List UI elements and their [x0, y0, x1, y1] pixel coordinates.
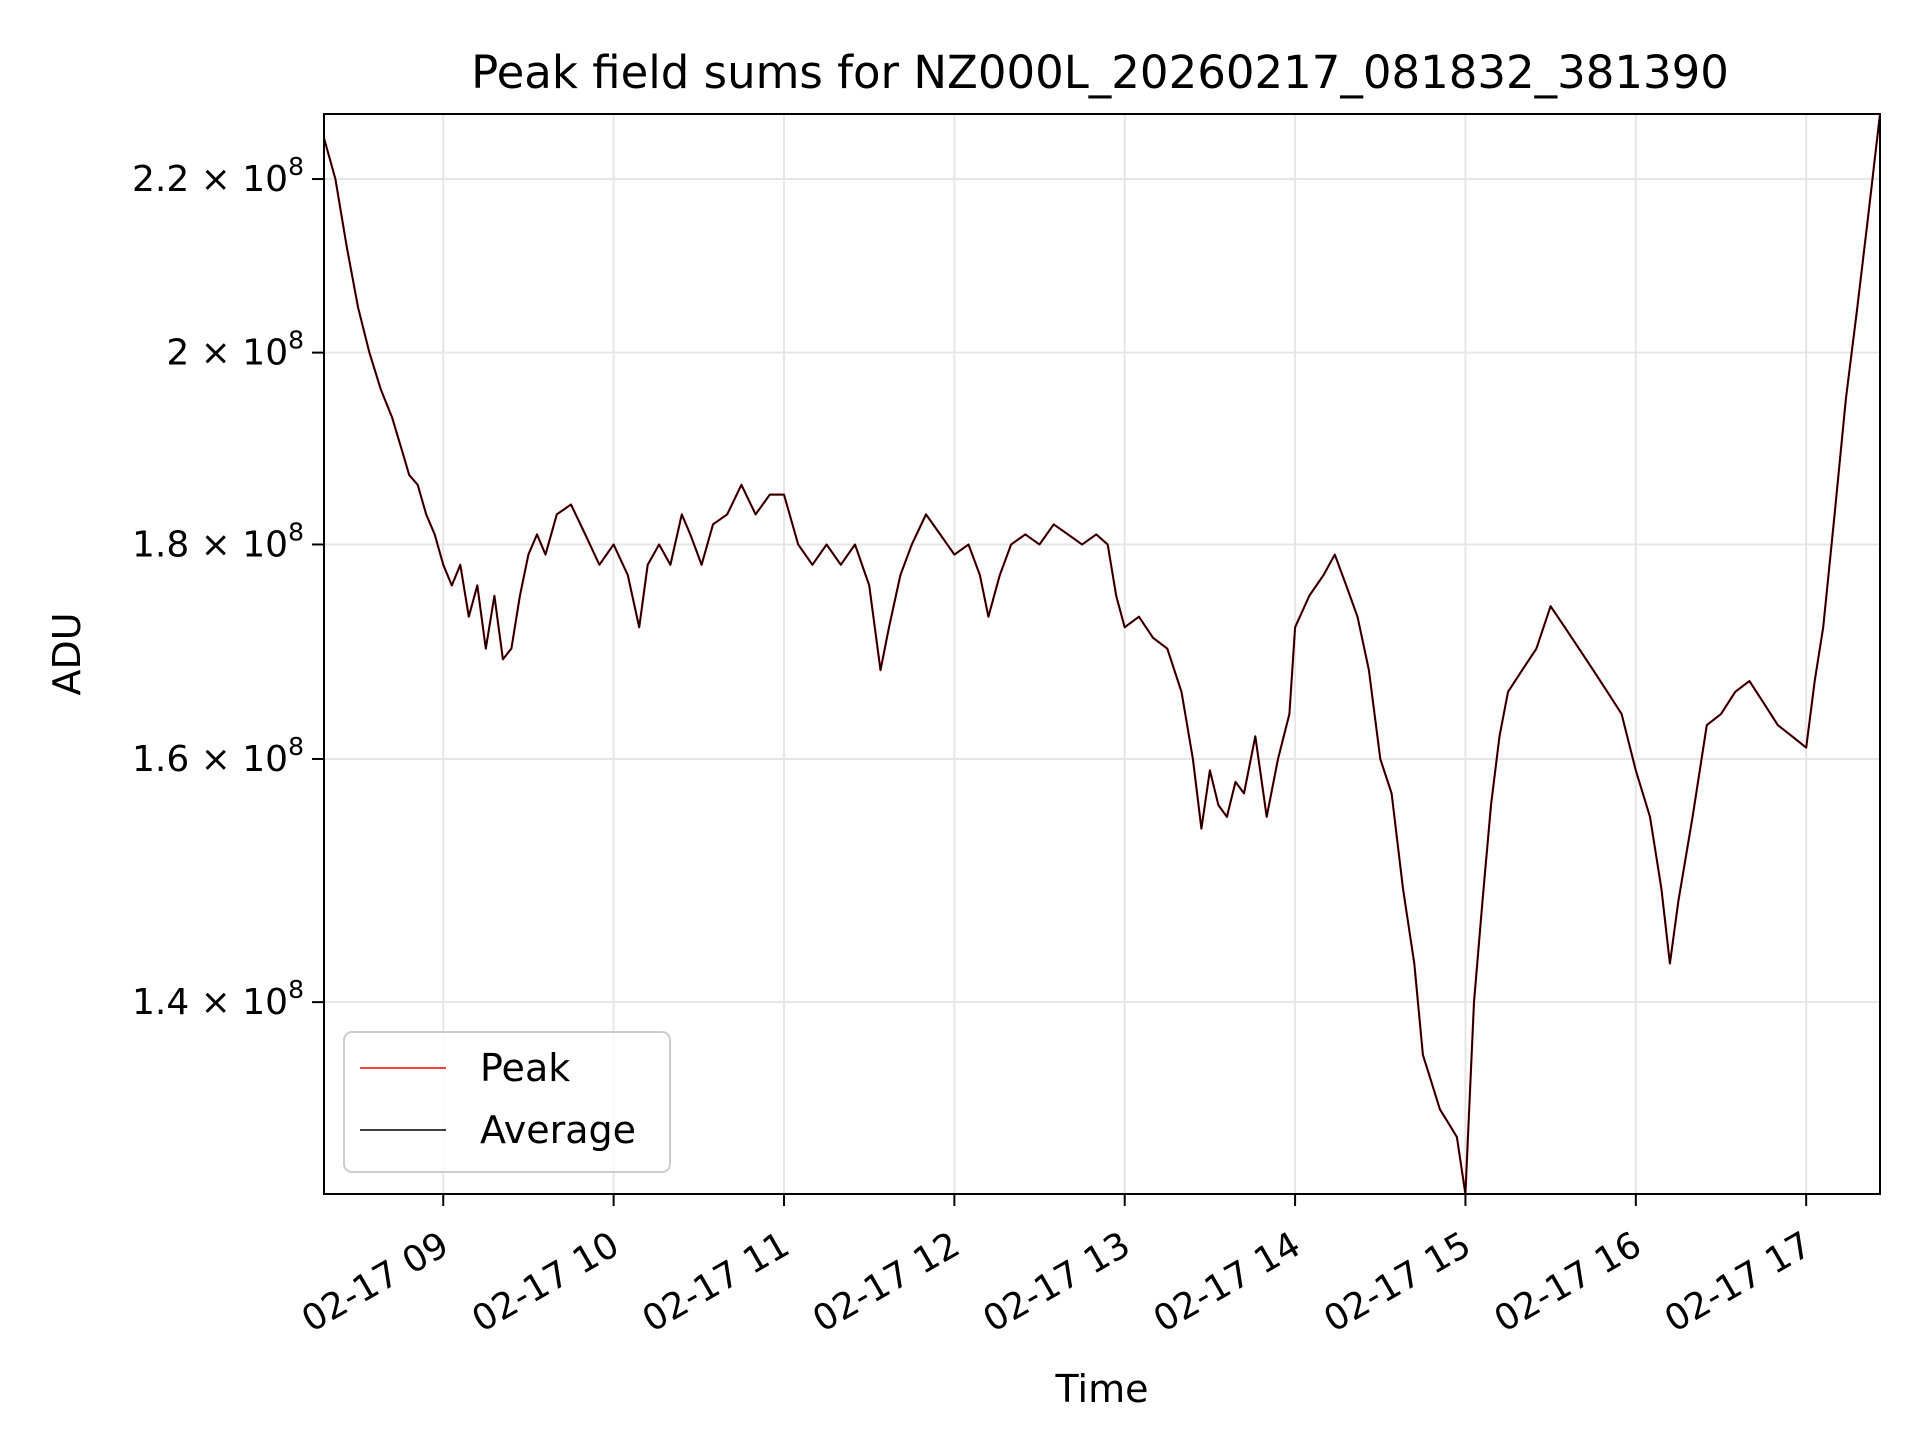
chart-title: Peak field sums for NZ000L_20260217_0818…: [471, 46, 1729, 99]
y-tick-label: 2 × 108: [166, 326, 304, 374]
legend: Peak Average: [343, 1031, 671, 1173]
series-line-average: [323, 113, 1881, 1195]
y-tick-label: 1.8 × 108: [132, 517, 304, 565]
plot-area-frame: [323, 113, 1881, 1195]
y-tick-label: 1.4 × 108: [132, 975, 304, 1023]
y-tick-label: 2.2 × 108: [132, 152, 304, 200]
x-axis-title: Time: [1055, 1367, 1149, 1411]
legend-label-average: Average: [480, 1108, 636, 1152]
series-lines: [322, 113, 1882, 1196]
y-axis: 2.2 × 108 2 × 108 1.8 × 108 1.6 × 108 1.4 × …: [132, 152, 324, 1023]
grid: [324, 114, 1880, 1194]
y-tick-label: 1.6 × 108: [132, 732, 304, 780]
y-axis-title: ADU: [45, 612, 89, 695]
legend-label-peak: Peak: [480, 1046, 570, 1090]
legend-frame: [343, 1031, 671, 1173]
